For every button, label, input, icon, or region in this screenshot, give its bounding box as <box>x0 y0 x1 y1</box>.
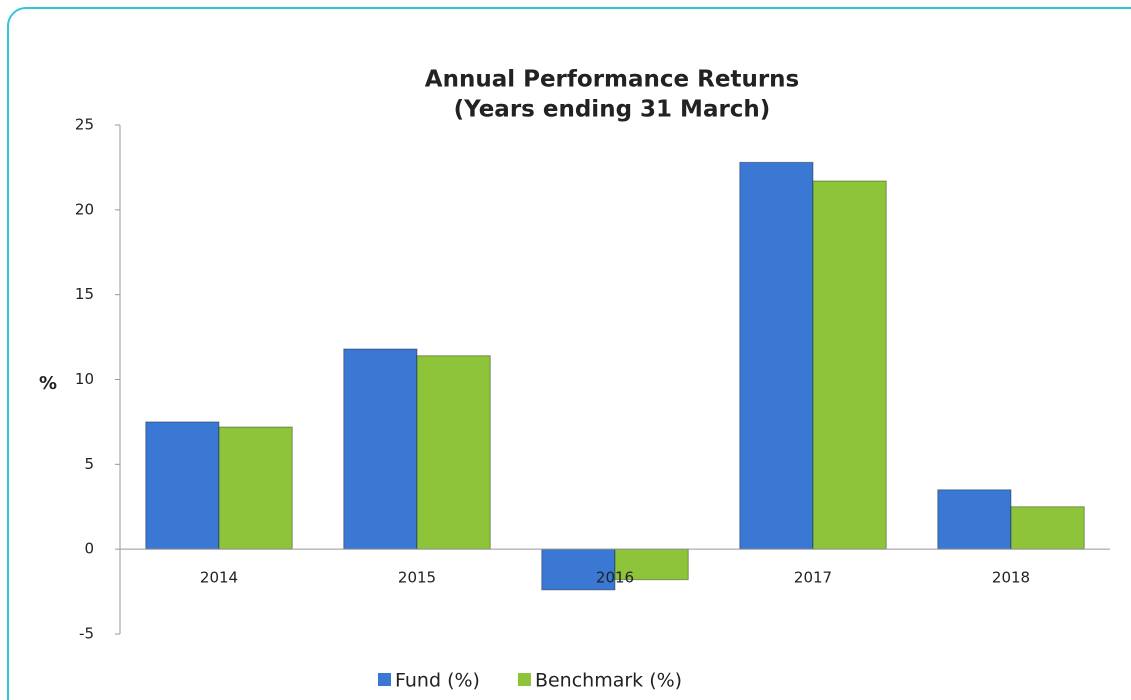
y-tick-label: -5 <box>79 625 94 643</box>
bar <box>1010 506 1085 550</box>
bar <box>218 426 293 550</box>
chart-title: Annual Performance Returns <box>425 67 799 93</box>
bar <box>343 348 418 550</box>
y-tick-label: 25 <box>75 116 94 134</box>
y-tick-label: 15 <box>75 285 94 303</box>
y-tick-label: 0 <box>84 540 94 558</box>
legend-label: Fund (%) <box>395 670 480 692</box>
frame <box>7 7 1131 700</box>
x-tick-label: 2018 <box>992 569 1030 587</box>
bar <box>145 421 220 550</box>
bar <box>937 489 1012 550</box>
bar <box>812 180 887 550</box>
x-tick-label: 2017 <box>794 569 832 587</box>
y-tick-label: 20 <box>75 200 94 218</box>
bar <box>739 161 814 550</box>
legend-marker <box>378 673 391 686</box>
bar <box>416 355 491 550</box>
legend-label: Benchmark (%) <box>535 670 682 692</box>
y-axis-label: % <box>39 373 57 394</box>
x-tick-label: 2016 <box>596 569 634 587</box>
bar <box>614 548 689 581</box>
y-tick-label: 5 <box>84 455 94 473</box>
chart-subtitle: (Years ending 31 March) <box>454 97 771 123</box>
x-tick-label: 2014 <box>200 569 238 587</box>
x-tick-label: 2015 <box>398 569 436 587</box>
y-tick-label: 10 <box>75 370 94 388</box>
legend-marker <box>517 673 531 686</box>
